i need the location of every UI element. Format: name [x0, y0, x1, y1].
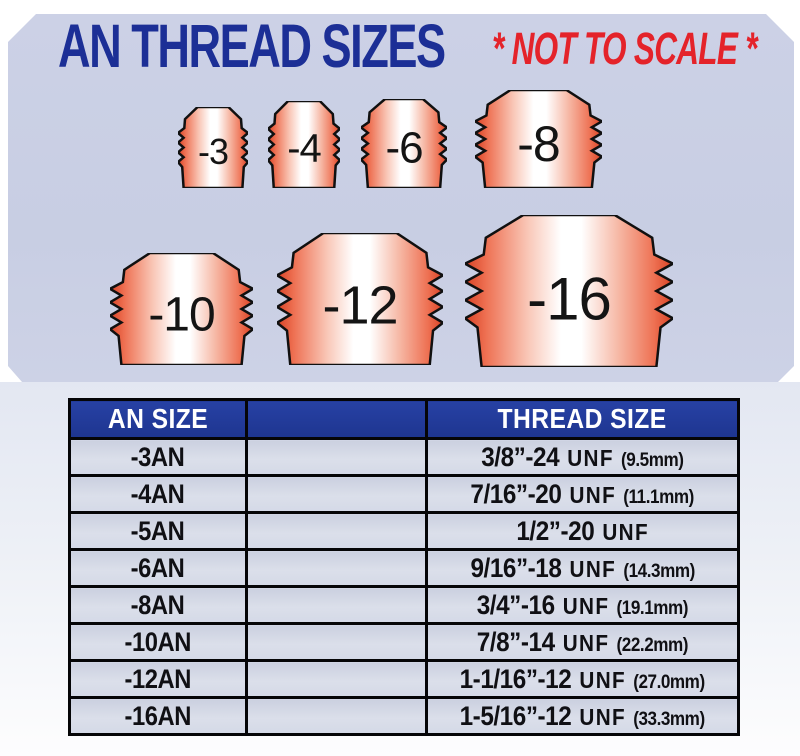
an-size-cell: -12AN [68, 659, 248, 699]
thread-size-cell: 7/8”-14 UNF (22.2mm) [425, 622, 740, 662]
an-size-cell: -3AN [68, 437, 248, 477]
an-size-cell: -16AN [68, 696, 248, 736]
table-row: -4AN 7/16”-20 UNF (11.1mm) [68, 474, 740, 514]
an-size-cell: -4AN [68, 474, 248, 514]
illustration-cell [245, 622, 428, 662]
table-row: -6AN 9/16”-18 UNF (14.3mm) [68, 548, 740, 588]
table-header-row: AN SIZE THREAD SIZE [68, 398, 740, 440]
threaded-fitting-icon [268, 101, 340, 188]
fitting-label: -8 [517, 115, 560, 172]
table-row: -3AN 3/8”-24 UNF (9.5mm) [68, 437, 740, 477]
thread-size-cell: 1-5/16”-12 UNF (33.3mm) [425, 696, 740, 736]
thread-size-cell: 3/4”-16 UNF (19.1mm) [425, 585, 740, 625]
illustration-cell [245, 585, 428, 625]
threaded-fitting-icon [465, 215, 673, 367]
thread-size-cell: 7/16”-20 UNF (11.1mm) [425, 474, 740, 514]
an-size-cell: -5AN [68, 511, 248, 551]
fitting-10an: -10 [110, 253, 253, 365]
fitting-label: -3 [197, 130, 229, 172]
thread-size-cell: 1-1/16”-12 UNF (27.0mm) [425, 659, 740, 699]
fitting-label: -4 [287, 126, 322, 171]
illustration-cell [245, 474, 428, 514]
fitting-label: -12 [322, 275, 398, 336]
table-row: -16AN 1-5/16”-12 UNF (33.3mm) [68, 696, 740, 736]
fitting-label: -16 [527, 265, 612, 333]
an-thread-size-table: AN SIZE THREAD SIZE -3AN 3/8”-24 UNF (9.5m… [68, 398, 740, 736]
fitting-label: -10 [148, 288, 215, 342]
thread-size-cell: 3/8”-24 UNF (9.5mm) [425, 437, 740, 477]
table-row: -5AN 1/2”-20 UNF [68, 511, 740, 551]
thread-size-cell: 1/2”-20 UNF [425, 511, 740, 551]
thread-size-cell: 9/16”-18 UNF (14.3mm) [425, 548, 740, 588]
table-row: -8AN 3/4”-16 UNF (19.1mm) [68, 585, 740, 625]
fitting-8an: -8 [475, 90, 602, 188]
fitting-label: -6 [385, 122, 423, 172]
an-size-cell: -8AN [68, 585, 248, 625]
col-header-an-size: AN SIZE [68, 398, 248, 440]
fitting-16an: -16 [465, 215, 673, 367]
col-header-thread-size: THREAD SIZE [425, 398, 740, 440]
threaded-fitting-icon [475, 90, 602, 188]
illustration-cell [245, 548, 428, 588]
fitting-3an: -3 [178, 107, 248, 188]
fitting-6an: -6 [361, 99, 447, 188]
an-size-cell: -6AN [68, 548, 248, 588]
col-header-middle [245, 398, 428, 440]
table-row: -10AN 7/8”-14 UNF (22.2mm) [68, 622, 740, 662]
threaded-fitting-icon [110, 253, 253, 365]
threaded-fitting-icon [361, 99, 447, 188]
illustration-cell [245, 511, 428, 551]
fitting-12an: -12 [277, 233, 443, 365]
page-title: AN THREAD SIZES [58, 12, 446, 80]
an-size-cell: -10AN [68, 622, 248, 662]
threaded-fitting-icon [178, 107, 248, 188]
illustration-cell [245, 659, 428, 699]
not-to-scale-note: * NOT TO SCALE * [492, 23, 757, 74]
threaded-fitting-icon [277, 233, 443, 365]
fitting-4an: -4 [268, 101, 340, 188]
illustration-cell [245, 437, 428, 477]
illustration-cell [245, 696, 428, 736]
table-row: -12AN 1-1/16”-12 UNF (27.0mm) [68, 659, 740, 699]
